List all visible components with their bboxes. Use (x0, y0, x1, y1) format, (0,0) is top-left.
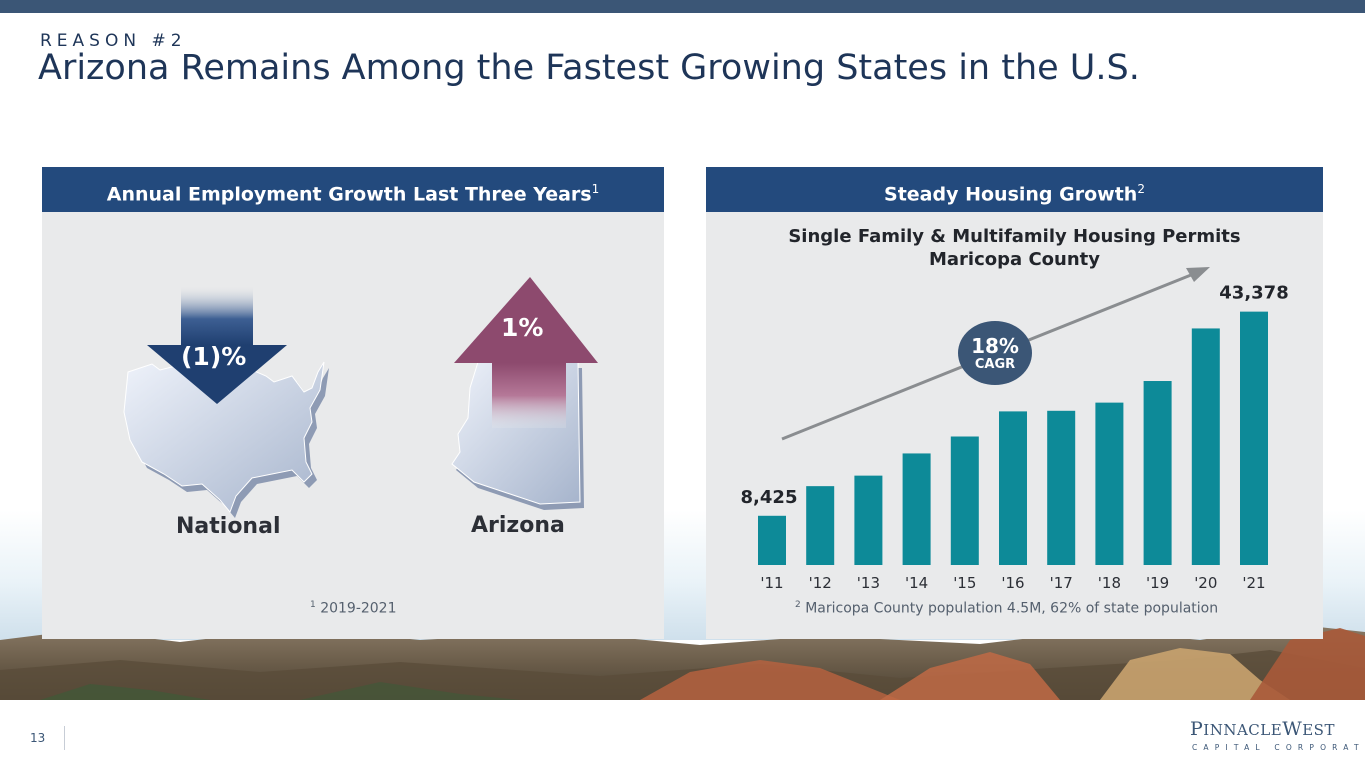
x-tick-label: '13 (857, 574, 880, 592)
bar-13 (854, 475, 883, 565)
x-tick-label: '21 (1242, 574, 1265, 592)
bar-11 (758, 515, 786, 565)
chart-title-line: Single Family & Multifamily Housing Perm… (788, 226, 1241, 247)
cagr-value: 18% (971, 334, 1019, 358)
footer-bar (0, 700, 1365, 768)
logo-wordmark: PINNACLEWEST (1190, 718, 1335, 740)
employment-graphic (123, 277, 598, 518)
footer-divider (64, 726, 65, 750)
x-tick-label: '11 (760, 574, 783, 592)
housing-panel-title: Steady Housing Growth (884, 183, 1138, 206)
national-growth-value: (1)% (181, 342, 247, 371)
x-tick-label: '16 (1001, 574, 1024, 592)
page-number: 13 (30, 731, 46, 745)
x-tick-label: '14 (905, 574, 928, 592)
cagr-label: CAGR (974, 357, 1016, 372)
x-tick-label: '20 (1194, 574, 1217, 592)
national-label: National (176, 514, 281, 539)
bar-18 (1095, 402, 1124, 565)
data-label: 43,378 (1219, 283, 1288, 304)
employment-growth-panel: Annual Employment Growth Last Three Year… (42, 167, 664, 639)
housing-title-footnote-mark: 2 (1137, 182, 1145, 196)
x-tick-label: '18 (1098, 574, 1121, 592)
down-arrow-icon (147, 287, 287, 404)
cagr-badge: 18% CAGR (958, 321, 1032, 385)
employment-panel-header: Annual Employment Growth Last Three Year… (42, 167, 664, 212)
bar-12 (806, 486, 835, 565)
bar-21 (1240, 311, 1268, 565)
x-tick-label: '17 (1050, 574, 1073, 592)
employment-footnote-mark: 1 (310, 600, 316, 610)
housing-footnote: 2 Maricopa County population 4.5M, 62% o… (795, 600, 1218, 617)
x-tick-label: '12 (809, 574, 832, 592)
up-arrow-icon (454, 277, 598, 428)
logo-subtitle: CAPITAL CORPORATION (1192, 743, 1365, 752)
housing-permits-chart: '11 '12 '13 '14 '15 '16 '17 '18 '19 '20 '21 8,425 43… (741, 267, 1289, 592)
housing-growth-panel: Steady Housing Growth2 Single Family & M… (706, 167, 1323, 639)
bar-16 (999, 411, 1027, 565)
employment-panel-title: Annual Employment Growth Last Three Year… (106, 183, 592, 206)
bar-17 (1047, 410, 1076, 565)
housing-panel-header: Steady Housing Growth2 (706, 167, 1323, 212)
arizona-growth-value: 1% (501, 313, 544, 342)
data-label: 8,425 (741, 487, 798, 508)
housing-footnote-text: Maricopa County population 4.5M, 62% of … (805, 600, 1219, 617)
section-kicker: REASON #2 (40, 31, 187, 51)
x-tick-label: '15 (953, 574, 976, 592)
employment-footnote-text: 2019-2021 (320, 600, 397, 617)
arizona-label: Arizona (471, 513, 565, 538)
bar-19 (1143, 381, 1172, 565)
employment-footnote: 1 2019-2021 (310, 600, 397, 617)
bar-14 (902, 453, 931, 565)
usa-map-icon (123, 361, 329, 518)
housing-footnote-mark: 2 (795, 600, 801, 610)
trend-arrowhead (1186, 267, 1210, 282)
x-tick-label: '19 (1146, 574, 1169, 592)
page-title: Arizona Remains Among the Fastest Growin… (38, 48, 1140, 88)
bar-20 (1191, 328, 1220, 565)
bar-15 (950, 436, 979, 565)
housing-chart-title: Single Family & Multifamily Housing Perm… (706, 225, 1323, 271)
pinnacle-west-logo: PINNACLEWEST CAPITAL CORPORATION (1170, 716, 1365, 756)
top-accent-bar (0, 0, 1365, 13)
chart-subtitle-line: Maricopa County (929, 249, 1100, 270)
employment-title-footnote-mark: 1 (591, 182, 600, 196)
